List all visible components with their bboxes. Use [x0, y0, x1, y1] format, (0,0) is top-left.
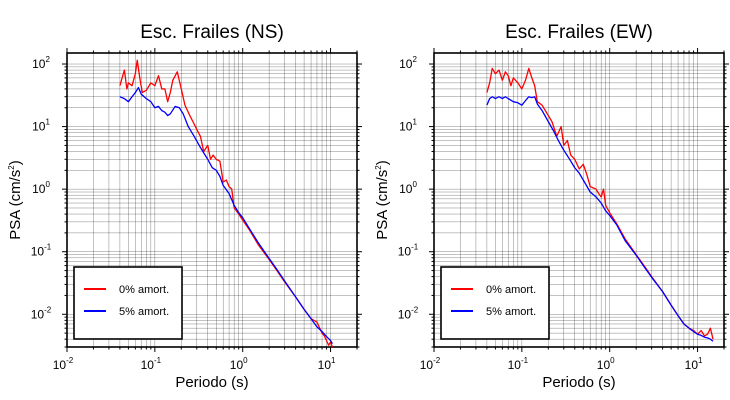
series-group: [119, 59, 334, 347]
tick-exponent: -1: [521, 356, 529, 365]
series-line-blue: [486, 96, 714, 342]
ticks: [429, 48, 729, 352]
y-label-superscript: 2: [374, 165, 383, 170]
tick-base: 10: [31, 307, 45, 321]
tick-exponent: -2: [433, 356, 441, 365]
tick-base: 10: [399, 57, 413, 71]
legend-label: 0% amort.: [486, 284, 536, 296]
tick-base: 10: [230, 358, 244, 372]
tick-base: 10: [399, 182, 413, 196]
tick-exponent: 0: [412, 180, 417, 189]
tick-exponent: 0: [243, 356, 248, 365]
y-tick-label: 101: [32, 118, 50, 134]
tick-exponent: -2: [66, 356, 74, 365]
tick-exponent: 0: [610, 356, 615, 365]
tick-exponent: 0: [45, 180, 50, 189]
y-tick-label: 102: [399, 55, 417, 71]
plot-frame: [66, 52, 358, 348]
series-group: [486, 67, 714, 342]
grid: [434, 53, 724, 347]
plot-frame: [433, 52, 725, 348]
tick-exponent: 1: [45, 118, 50, 127]
y-tick-label: 101: [399, 118, 417, 134]
y-label-main: PSA (cm/s: [374, 170, 391, 240]
tick-base: 10: [32, 120, 46, 134]
tick-base: 10: [597, 358, 611, 372]
x-tick-label: 10-1: [508, 356, 529, 372]
tick-exponent: 2: [45, 55, 50, 64]
tick-base: 10: [508, 358, 522, 372]
tick-exponent: 1: [331, 356, 336, 365]
y-tick-label: 102: [32, 55, 50, 71]
x-axis-label: Periodo (s): [542, 374, 615, 391]
tick-exponent: 1: [698, 356, 703, 365]
legend: 0% amort. 5% amort.: [73, 266, 183, 340]
ticks: [62, 48, 362, 352]
x-tick-label: 10-1: [141, 356, 162, 372]
tick-base: 10: [420, 358, 434, 372]
series-line-blue: [119, 86, 333, 344]
x-tick-label: 100: [597, 356, 615, 372]
tick-base: 10: [32, 57, 46, 71]
x-axis-label: Periodo (s): [175, 374, 248, 391]
tick-base: 10: [398, 307, 412, 321]
x-tick-label: 101: [685, 356, 703, 372]
legend-label: 5% amort.: [119, 306, 169, 318]
x-tick-label: 10-2: [420, 356, 441, 372]
y-axis-label: PSA (cm/s2): [374, 160, 391, 239]
tick-base: 10: [31, 245, 45, 259]
legend-box: [73, 266, 183, 340]
y-axis-label: PSA (cm/s2): [7, 160, 24, 239]
y-label-tail: ): [7, 160, 24, 165]
tick-base: 10: [685, 358, 699, 372]
tick-base: 10: [32, 182, 46, 196]
tick-base: 10: [53, 358, 67, 372]
y-tick-label: 100: [399, 180, 417, 196]
chart-title: Esc. Frailes (NS): [140, 22, 284, 43]
y-tick-label: 10-2: [398, 305, 419, 321]
y-tick-label: 10-1: [398, 243, 419, 259]
chart-title: Esc. Frailes (EW): [505, 22, 653, 43]
tick-exponent: 2: [412, 55, 417, 64]
tick-exponent: -1: [411, 243, 419, 252]
y-tick-label: 10-2: [31, 305, 52, 321]
legend-label: 0% amort.: [119, 284, 169, 296]
tick-exponent: -2: [44, 305, 52, 314]
legend-label: 5% amort.: [486, 306, 536, 318]
tick-base: 10: [318, 358, 332, 372]
y-label-main: PSA (cm/s: [7, 170, 24, 240]
tick-exponent: -2: [411, 305, 419, 314]
x-tick-label: 100: [230, 356, 248, 372]
y-label-tail: ): [374, 160, 391, 165]
y-tick-label: 10-1: [31, 243, 52, 259]
x-tick-label: 101: [318, 356, 336, 372]
tick-base: 10: [141, 358, 155, 372]
tick-exponent: -1: [154, 356, 162, 365]
tick-exponent: -1: [44, 243, 52, 252]
y-tick-label: 100: [32, 180, 50, 196]
tick-base: 10: [398, 245, 412, 259]
tick-base: 10: [399, 120, 413, 134]
legend-box: [440, 266, 550, 340]
y-label-superscript: 2: [7, 165, 16, 170]
legend: 0% amort. 5% amort.: [440, 266, 550, 340]
x-tick-label: 10-2: [53, 356, 74, 372]
tick-exponent: 1: [412, 118, 417, 127]
